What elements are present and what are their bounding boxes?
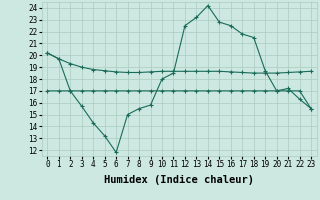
- X-axis label: Humidex (Indice chaleur): Humidex (Indice chaleur): [104, 175, 254, 185]
